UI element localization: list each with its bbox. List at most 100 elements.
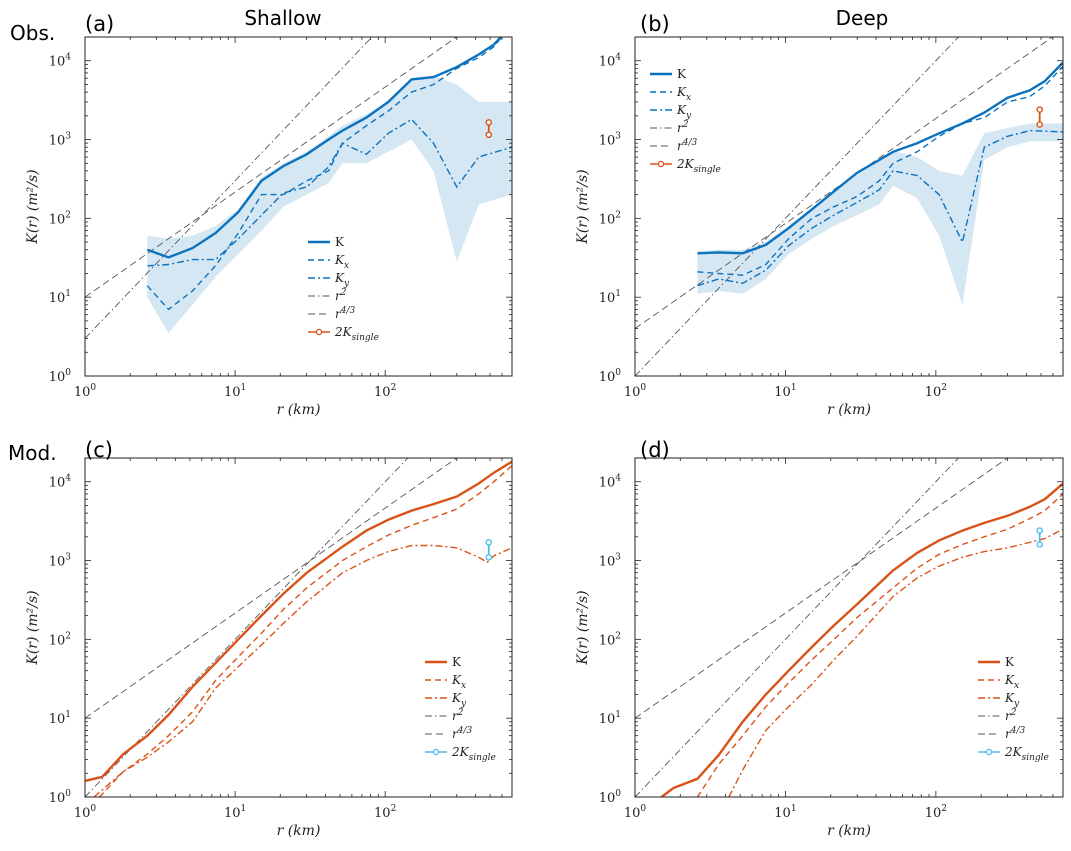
single-particle-marker xyxy=(485,553,493,561)
reference-line-r43 xyxy=(85,37,458,298)
legend-label: K xyxy=(452,655,462,669)
series-line-kx xyxy=(697,65,1063,276)
y-tick-label: 101 xyxy=(599,289,621,306)
series-line-kx xyxy=(696,493,1063,797)
legend-label: Kx xyxy=(676,85,691,103)
y-tick-label: 101 xyxy=(49,289,71,306)
y-tick-label: 102 xyxy=(49,631,71,648)
y-tick-label: 103 xyxy=(49,132,72,149)
series-line-k xyxy=(697,61,1063,255)
y-tick-label: 104 xyxy=(599,53,622,70)
series-line-ky xyxy=(697,129,1063,287)
legend-label: K xyxy=(677,67,687,81)
legend-label: r4/3 xyxy=(677,138,698,153)
x-tick-label: 102 xyxy=(374,383,396,400)
panel-label: (c) xyxy=(85,438,113,462)
panel-label: (b) xyxy=(640,12,670,36)
legend-label: Ky xyxy=(334,271,350,289)
y-tick-label: 104 xyxy=(49,474,72,491)
legend-label: 2Ksingle xyxy=(451,745,496,763)
chart-panel-0: 100 101 102 100 101 102 103 104 r (km) K(r) (m²/s… xyxy=(25,12,513,418)
legend-label: 2Ksingle xyxy=(334,325,379,343)
row-label-obs: Obs. xyxy=(10,21,55,45)
single-particle-marker xyxy=(1036,527,1043,534)
column-title-shallow: Shallow xyxy=(244,6,321,30)
y-axis-label: K(r) (m²/s) xyxy=(575,169,591,244)
single-particle-marker xyxy=(485,131,493,139)
single-particle-marker xyxy=(485,119,493,126)
y-tick-label: 102 xyxy=(599,631,621,648)
legend-label: Kx xyxy=(451,673,466,691)
x-tick-label: 101 xyxy=(774,804,796,821)
legend-label: r2 xyxy=(452,708,464,723)
legend-label: Kx xyxy=(334,253,349,271)
legend-label: r2 xyxy=(1005,708,1017,723)
legend-label: K xyxy=(1005,655,1015,669)
series-line-ky xyxy=(728,528,1063,797)
x-axis-label: r (km) xyxy=(277,823,321,839)
reference-line-r2 xyxy=(635,458,960,797)
x-tick-label: 100 xyxy=(74,804,97,821)
single-particle-marker xyxy=(1036,121,1043,128)
series-line-k xyxy=(85,460,512,783)
reference-line-r2 xyxy=(85,458,409,797)
y-axis-label: K(r) (m²/s) xyxy=(575,590,591,665)
x-tick-label: 102 xyxy=(925,383,947,400)
single-particle-marker xyxy=(1036,106,1043,113)
y-axis-label: K(r) (m²/s) xyxy=(25,169,41,244)
y-tick-label: 104 xyxy=(599,474,622,491)
chart-panel-2: 100 101 102 100 101 102 103 104 r (km) K(r) (m²/s… xyxy=(25,438,513,839)
y-tick-label: 101 xyxy=(49,710,71,727)
chart-panel-1: 100 101 102 100 101 102 103 104 r (km) K(r) (m²/s… xyxy=(575,12,1064,418)
axes-box xyxy=(84,36,513,377)
y-tick-label: 100 xyxy=(49,789,72,806)
x-tick-label: 102 xyxy=(374,804,396,821)
axes-box xyxy=(84,457,513,798)
single-particle-marker xyxy=(1036,541,1043,548)
legend-label: r4/3 xyxy=(1005,726,1026,741)
axes-box xyxy=(634,457,1064,798)
x-tick-label: 100 xyxy=(624,383,647,400)
legend-label: K xyxy=(335,235,345,249)
legend-label: Ky xyxy=(1004,691,1020,709)
y-axis-label: K(r) (m²/s) xyxy=(25,590,41,665)
series-line-k xyxy=(660,482,1063,797)
axis-ticks xyxy=(84,36,513,377)
axis-ticks xyxy=(84,457,513,798)
legend-label: Kx xyxy=(1004,673,1019,691)
y-tick-label: 101 xyxy=(599,710,621,727)
legend-label: r2 xyxy=(677,120,689,135)
reference-line-r2 xyxy=(635,37,960,376)
confidence-band xyxy=(147,75,512,334)
legend-label: 2Ksingle xyxy=(1004,745,1049,763)
plot-area xyxy=(635,37,1063,376)
plot-area xyxy=(85,37,512,339)
row-label-mod: Mod. xyxy=(8,441,57,465)
chart-panel-3: 100 101 102 100 101 102 103 104 r (km) K(r) (m²/s… xyxy=(575,438,1064,839)
axis-ticks xyxy=(634,36,1064,377)
series-line-k xyxy=(146,37,503,259)
series-line-kx xyxy=(98,465,512,797)
reference-line-r43 xyxy=(85,458,458,719)
legend-label: Ky xyxy=(676,103,692,121)
reference-line-r2 xyxy=(85,37,373,339)
x-axis-label: r (km) xyxy=(277,402,321,418)
y-tick-label: 104 xyxy=(49,53,72,70)
y-tick-label: 103 xyxy=(599,132,622,149)
x-tick-label: 101 xyxy=(774,383,796,400)
x-tick-label: 101 xyxy=(224,383,246,400)
x-tick-label: 100 xyxy=(74,383,97,400)
reference-line-r43 xyxy=(635,458,1009,719)
reference-line-r43 xyxy=(635,37,1054,329)
legend-label: r4/3 xyxy=(452,726,473,741)
axes-box xyxy=(634,36,1064,377)
legend-swatch-marker xyxy=(657,160,665,168)
legend-label: r4/3 xyxy=(335,306,356,321)
plot-area xyxy=(635,458,1063,797)
plot-area xyxy=(85,458,512,797)
legend-swatch-marker xyxy=(432,748,440,756)
